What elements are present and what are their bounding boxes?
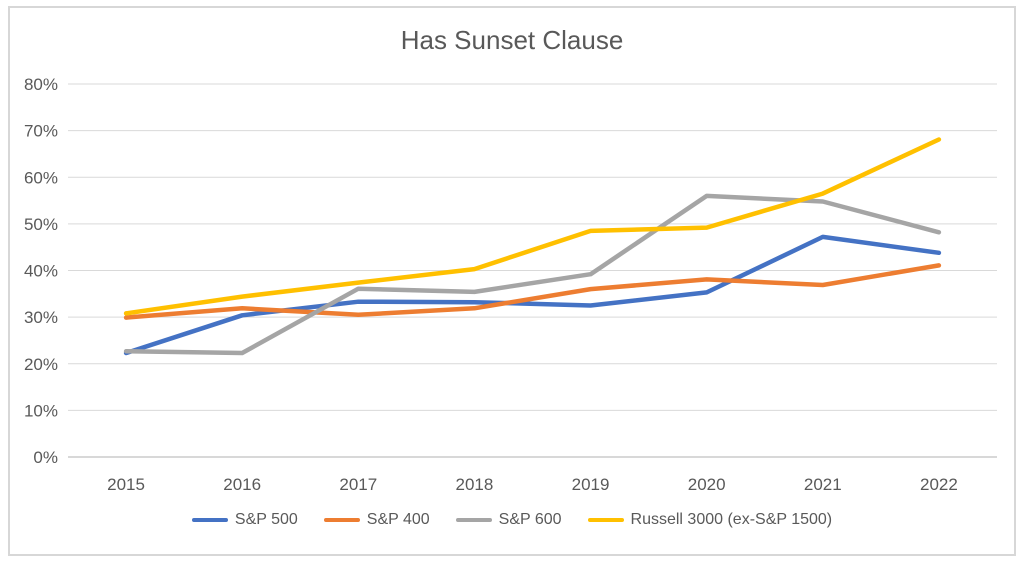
series-line-russell-3000-ex-s-p-1500 — [123, 137, 942, 316]
y-tick-label: 0% — [33, 448, 58, 467]
legend-swatch-icon — [191, 517, 228, 523]
x-tick-label: 2020 — [688, 475, 726, 494]
legend-swatch-icon — [323, 517, 360, 523]
x-tick-label: 2015 — [107, 475, 145, 494]
legend-swatch-icon — [587, 517, 624, 523]
series-line-s-p-500 — [123, 234, 942, 356]
y-tick-label: 40% — [24, 262, 58, 281]
y-tick-label: 80% — [24, 75, 58, 94]
chart-border — [8, 6, 1016, 556]
x-tick-label: 2016 — [223, 475, 261, 494]
y-tick-label: 50% — [24, 215, 58, 234]
x-tick-label: 2018 — [456, 475, 494, 494]
legend-item: S&P 400 — [323, 511, 430, 529]
legend: S&P 500 S&P 400 S&P 600 Russell 3000 (ex-S&… — [0, 511, 1024, 529]
y-tick-label: 20% — [24, 355, 58, 374]
legend-item-label: S&P 600 — [498, 511, 562, 528]
x-tick-label: 2019 — [572, 475, 610, 494]
legend-item-label: S&P 400 — [366, 511, 430, 528]
legend-item-label: S&P 500 — [234, 511, 298, 528]
legend-item: Russell 3000 (ex-S&P 1500) — [587, 511, 833, 529]
y-tick-label: 10% — [24, 401, 58, 420]
series-line-s-p-400 — [123, 263, 942, 320]
series-line-s-p-600 — [123, 193, 942, 356]
chart-title: Has Sunset Clause — [400, 25, 624, 55]
x-tick-label: 2022 — [920, 475, 958, 494]
x-tick-label: 2021 — [804, 475, 842, 494]
x-tick-label: 2017 — [339, 475, 377, 494]
legend-item: S&P 500 — [191, 511, 298, 529]
y-tick-label: 60% — [24, 168, 58, 187]
legend-swatch-icon — [455, 517, 492, 523]
legend-item-label: Russell 3000 (ex-S&P 1500) — [630, 511, 833, 528]
legend-item: S&P 600 — [455, 511, 562, 529]
y-tick-label: 30% — [24, 308, 58, 327]
y-tick-label: 70% — [24, 122, 58, 141]
